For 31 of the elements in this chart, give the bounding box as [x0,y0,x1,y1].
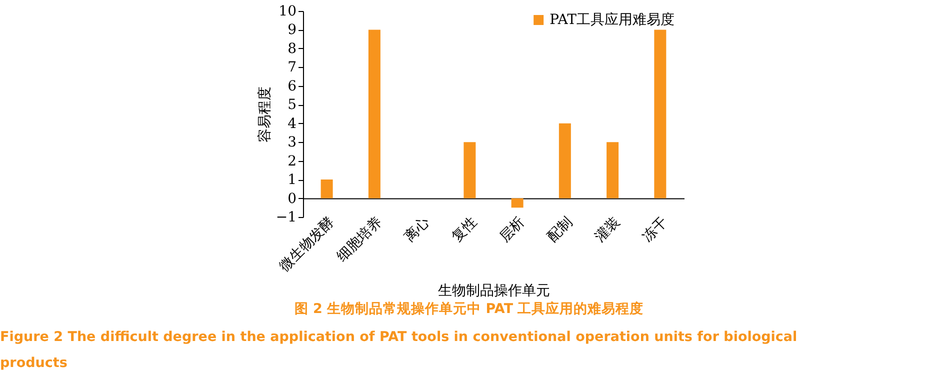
x-tick-label: 层析 [496,214,528,246]
y-tick-label: 1 [288,172,296,188]
x-tick-label: 细胞培养 [334,214,386,265]
bar [320,180,333,198]
caption: Figure 2 The difficult degree in the application of PAT tools in conventional operation units for biological products [0,329,798,371]
y-tick-label: 3 [288,134,296,151]
x-tick-label: 配制 [544,214,576,246]
y-tick-label: 0 [288,190,296,207]
bar [606,142,619,198]
y-tick-label: 6 [288,78,297,94]
y-tick-label: 5 [288,97,296,114]
y-tick-label: 10 [278,4,296,20]
x-tick-label: 灌装 [592,214,624,246]
bar [464,142,476,198]
bar [558,123,571,198]
y-tick-label: 2 [288,153,296,170]
y-tick-label: 8 [288,40,296,57]
bar [654,30,666,198]
y-axis-title: 容易程度 [256,86,273,142]
x-tick-label: 离心 [402,214,433,246]
y-tick-label: 7 [288,60,296,76]
y-tick-label: 4 [288,116,297,132]
y-tick-label: 9 [288,22,296,38]
legend-label: PAT工具应用难易度 [550,12,674,28]
x-tick-label: 冻干 [640,214,671,246]
x-axis-title: 生物制品操作单元 [438,283,550,300]
caption: 图 2 生物制品常规操作单元中 PAT 工具应用的难易程度 [294,300,644,317]
y-tick-label: −1 [276,210,296,226]
bar [368,30,380,198]
x-tick-label: 复性 [449,214,480,246]
bar [511,198,524,208]
